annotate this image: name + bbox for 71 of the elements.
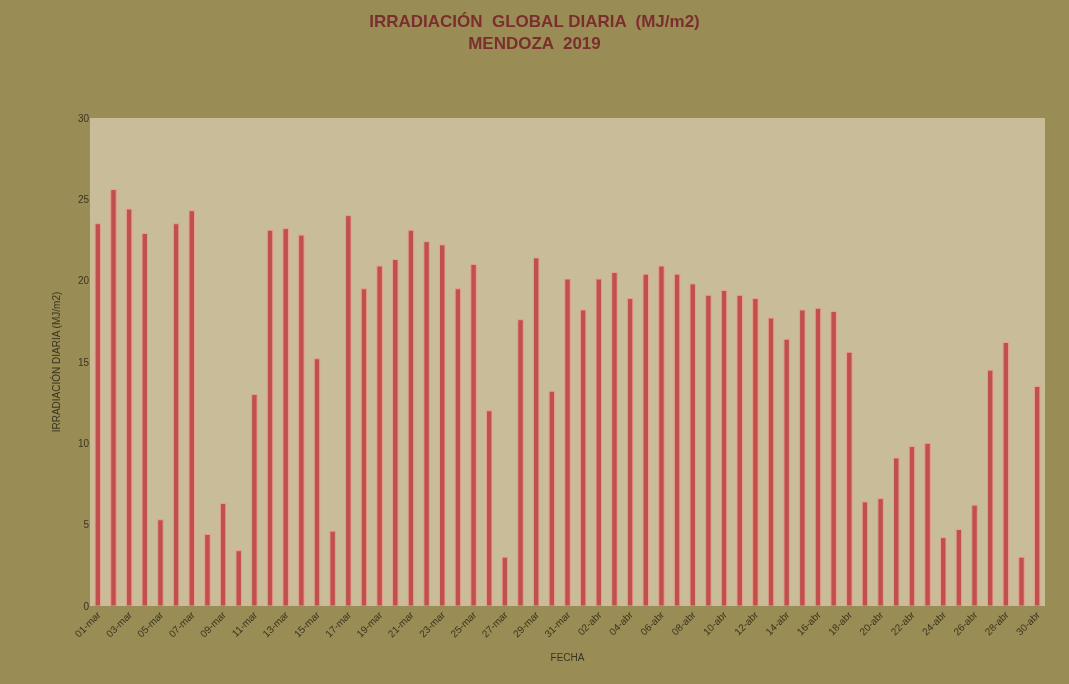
bar	[517, 319, 524, 606]
bar	[924, 442, 931, 606]
bar	[736, 294, 743, 606]
bar	[814, 307, 822, 606]
bar	[783, 338, 790, 606]
bar	[110, 189, 117, 606]
bar	[532, 257, 540, 606]
bar	[1033, 385, 1041, 606]
bar	[298, 234, 305, 606]
bar	[407, 229, 415, 606]
bar	[470, 263, 477, 606]
bar	[799, 309, 806, 606]
bar	[642, 273, 650, 606]
y-tick-label: 15	[77, 356, 90, 368]
bar	[157, 519, 164, 606]
bar	[971, 504, 978, 606]
bar	[893, 457, 900, 606]
bar	[485, 410, 493, 606]
bar	[360, 288, 368, 606]
bar	[861, 501, 869, 606]
bar	[282, 228, 289, 606]
bar	[94, 223, 102, 606]
bar	[266, 229, 274, 606]
x-axis-title: FECHA	[550, 651, 585, 663]
bar	[689, 283, 696, 606]
bar	[579, 309, 587, 606]
bar	[955, 529, 963, 606]
bar	[141, 232, 149, 606]
bar	[251, 394, 258, 606]
bar	[204, 533, 211, 606]
bar	[658, 265, 665, 606]
bar	[423, 241, 430, 606]
y-tick-label: 20	[77, 275, 90, 287]
y-tick-label: 0	[83, 600, 90, 612]
bar	[752, 298, 759, 606]
bar	[595, 278, 603, 606]
y-axis-title: IRRADIACIÓN DIARIA (MJ/m2)	[49, 291, 62, 433]
bar	[705, 294, 712, 606]
bar	[235, 550, 242, 606]
bar	[611, 272, 618, 606]
bar	[219, 503, 227, 606]
bar	[329, 530, 336, 606]
bar	[345, 215, 352, 606]
chart-title: IRRADIACIÓN GLOBAL DIARIA (MJ/m2) MENDOZA 2019	[369, 12, 700, 54]
bar	[188, 210, 195, 606]
y-tick-label: 10	[77, 437, 90, 449]
bar	[908, 446, 916, 606]
bar	[454, 288, 462, 606]
bar	[125, 208, 133, 606]
bar	[376, 265, 383, 606]
y-tick-label: 30	[77, 112, 90, 124]
y-tick-label: 5	[83, 519, 90, 531]
bar	[172, 223, 180, 606]
bar	[1002, 341, 1010, 606]
bar	[626, 298, 634, 606]
bar	[846, 351, 853, 606]
bar	[548, 390, 556, 606]
bar	[767, 317, 775, 606]
bar	[877, 498, 884, 606]
bar	[673, 273, 681, 606]
bar	[720, 289, 728, 606]
bar	[940, 537, 947, 606]
bar	[1018, 556, 1025, 606]
bar	[564, 278, 571, 606]
bar	[439, 244, 446, 606]
bar	[830, 311, 837, 606]
bar	[501, 556, 509, 606]
bar	[392, 259, 399, 606]
y-tick-label: 25	[77, 193, 90, 205]
bar	[986, 369, 994, 606]
bar	[313, 358, 321, 606]
